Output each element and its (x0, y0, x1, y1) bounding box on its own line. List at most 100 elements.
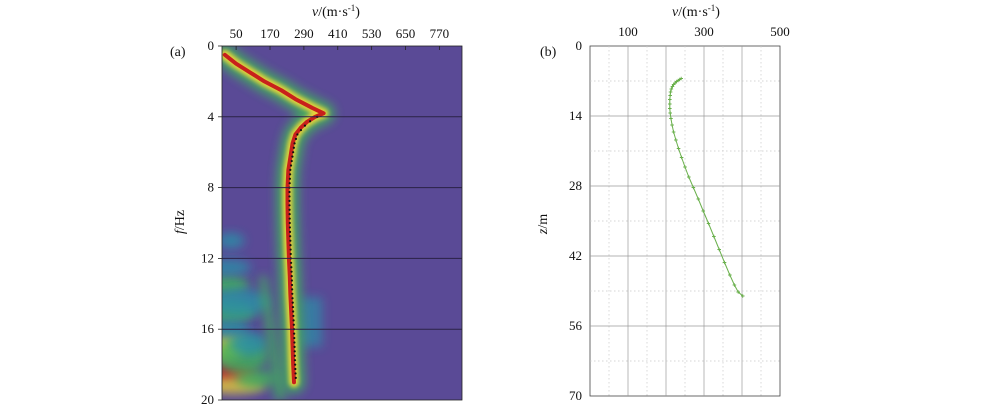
dispersion-pick-point (309, 120, 312, 123)
x-tick-label: 290 (294, 26, 314, 41)
y-tick-label: 20 (201, 392, 214, 407)
x-tick-label: 530 (362, 26, 382, 41)
velocity-profile-point (687, 175, 691, 179)
x-tick-label: 500 (770, 24, 790, 39)
y-tick-label: 14 (569, 108, 583, 123)
panel-a-y-label: f/Hz (173, 210, 188, 234)
dispersion-pick-point (293, 350, 296, 353)
dispersion-pick-point (291, 288, 294, 291)
dispersion-pick-point (289, 239, 292, 242)
dispersion-pick-point (289, 244, 292, 247)
heatmap-noise-band (258, 276, 287, 400)
y-tick-label: 28 (569, 178, 582, 193)
dispersion-pick-point (293, 359, 297, 362)
dispersion-pick-point (289, 164, 293, 167)
velocity-profile-point (696, 197, 701, 201)
heatmap-area (222, 46, 462, 400)
dispersion-pick-point (292, 151, 295, 154)
dispersion-pick-point (292, 146, 295, 149)
dispersion-pick-point (290, 275, 293, 278)
dispersion-pick-point (290, 159, 293, 163)
dispersion-pick-point (293, 336, 296, 340)
velocity-profile-point (676, 146, 681, 151)
x-tick-label: 50 (230, 26, 243, 41)
dispersion-pick-point (288, 177, 292, 180)
heatmap-noise-blob (230, 331, 267, 356)
dispersion-pick-point (288, 208, 291, 211)
x-tick-label: 410 (328, 26, 348, 41)
dispersion-ridge-core (222, 52, 326, 385)
panel-a-x-label: v/(m·s-1) (312, 3, 360, 20)
dispersion-pick-point (288, 221, 291, 225)
dispersion-pick-point (293, 354, 296, 357)
dispersion-pick-point (289, 235, 292, 238)
dispersion-pick-point (290, 279, 294, 282)
velocity-profile-point (668, 102, 672, 106)
velocity-profile-point (679, 155, 684, 160)
x-tick-label: 770 (430, 26, 450, 41)
dispersion-pick-point (291, 292, 294, 295)
velocity-profile-point (670, 123, 674, 127)
velocity-profile-series (668, 76, 745, 298)
dispersion-pick-point (296, 133, 299, 136)
dispersion-pick-point (288, 199, 291, 202)
panel-b-x-ticks: 100 300 500 (618, 24, 790, 39)
dispersion-pick-point (288, 226, 292, 229)
panel-a: (a) 50 170 290 410 530 650 770 0 4 8 12 16 20 v/(m·… (170, 3, 463, 407)
panel-b-x-label: v/(m·s-1) (672, 3, 720, 20)
panel-b-y-label: z/m (536, 214, 551, 235)
y-tick-label: 56 (569, 318, 583, 333)
x-tick-label: 100 (618, 24, 638, 39)
x-tick-label: 300 (694, 24, 714, 39)
velocity-profile-point (732, 283, 737, 287)
y-tick-label: 70 (569, 388, 582, 403)
dispersion-pick-point (289, 173, 292, 176)
plot-b-frame (589, 45, 781, 397)
velocity-profile-point (668, 106, 672, 111)
velocity-profile-point (717, 247, 721, 252)
velocity-profile-point (668, 93, 672, 98)
dispersion-pick-point (292, 314, 295, 318)
heatmap-noise-blob (300, 297, 322, 347)
dispersion-pick-point (288, 195, 291, 198)
panel-a-x-ticks: 50 170 290 410 530 650 770 (230, 26, 450, 50)
velocity-profile-point (670, 84, 675, 89)
dispersion-pick-point (294, 367, 297, 371)
dispersion-pick-point (290, 261, 293, 264)
panel-b-y-ticks: 0 14 28 42 56 70 (569, 38, 583, 403)
dispersion-pick-point (293, 345, 296, 348)
velocity-profile-point (671, 130, 676, 134)
dispersion-pick-point (291, 301, 294, 304)
panel-b: (b) 100 300 500 0 14 28 42 56 70 v/(m·s-1) z/m (536, 3, 790, 403)
dispersion-pick-point (291, 155, 294, 158)
velocity-profile-point (691, 185, 696, 190)
dispersion-pick-point (291, 305, 295, 309)
heatmap-frame (221, 45, 463, 401)
y-tick-label: 8 (208, 180, 215, 195)
heatmap-noise-blob (222, 259, 252, 276)
y-tick-label: 16 (201, 321, 215, 336)
velocity-profile-point (712, 234, 716, 239)
velocity-profile-point (668, 111, 672, 115)
velocity-profile-point (728, 273, 732, 277)
dispersion-pick-point (292, 310, 295, 313)
x-tick-label: 170 (260, 26, 280, 41)
velocity-profile-point (736, 290, 740, 294)
dispersion-pick-point (288, 190, 291, 194)
dispersion-pick-point (289, 248, 292, 251)
panel-a-y-ticks: 0 4 8 12 16 20 (201, 38, 222, 407)
dispersion-pick-point (303, 124, 307, 127)
frequency-gridlines (222, 116, 462, 330)
dispersion-pick-point (289, 168, 292, 171)
velocity-profile-point (668, 97, 672, 102)
velocity-profile-point (701, 209, 706, 213)
panel-a-label: (a) (170, 45, 186, 60)
dispersion-pick-point (288, 230, 292, 233)
velocity-profile-point (674, 138, 678, 142)
y-tick-label: 42 (569, 248, 582, 263)
dispersion-pick-point (290, 266, 293, 269)
dispersion-pick-point (294, 137, 298, 141)
velocity-profile-point (683, 165, 687, 169)
velocity-profile-point (669, 116, 673, 121)
